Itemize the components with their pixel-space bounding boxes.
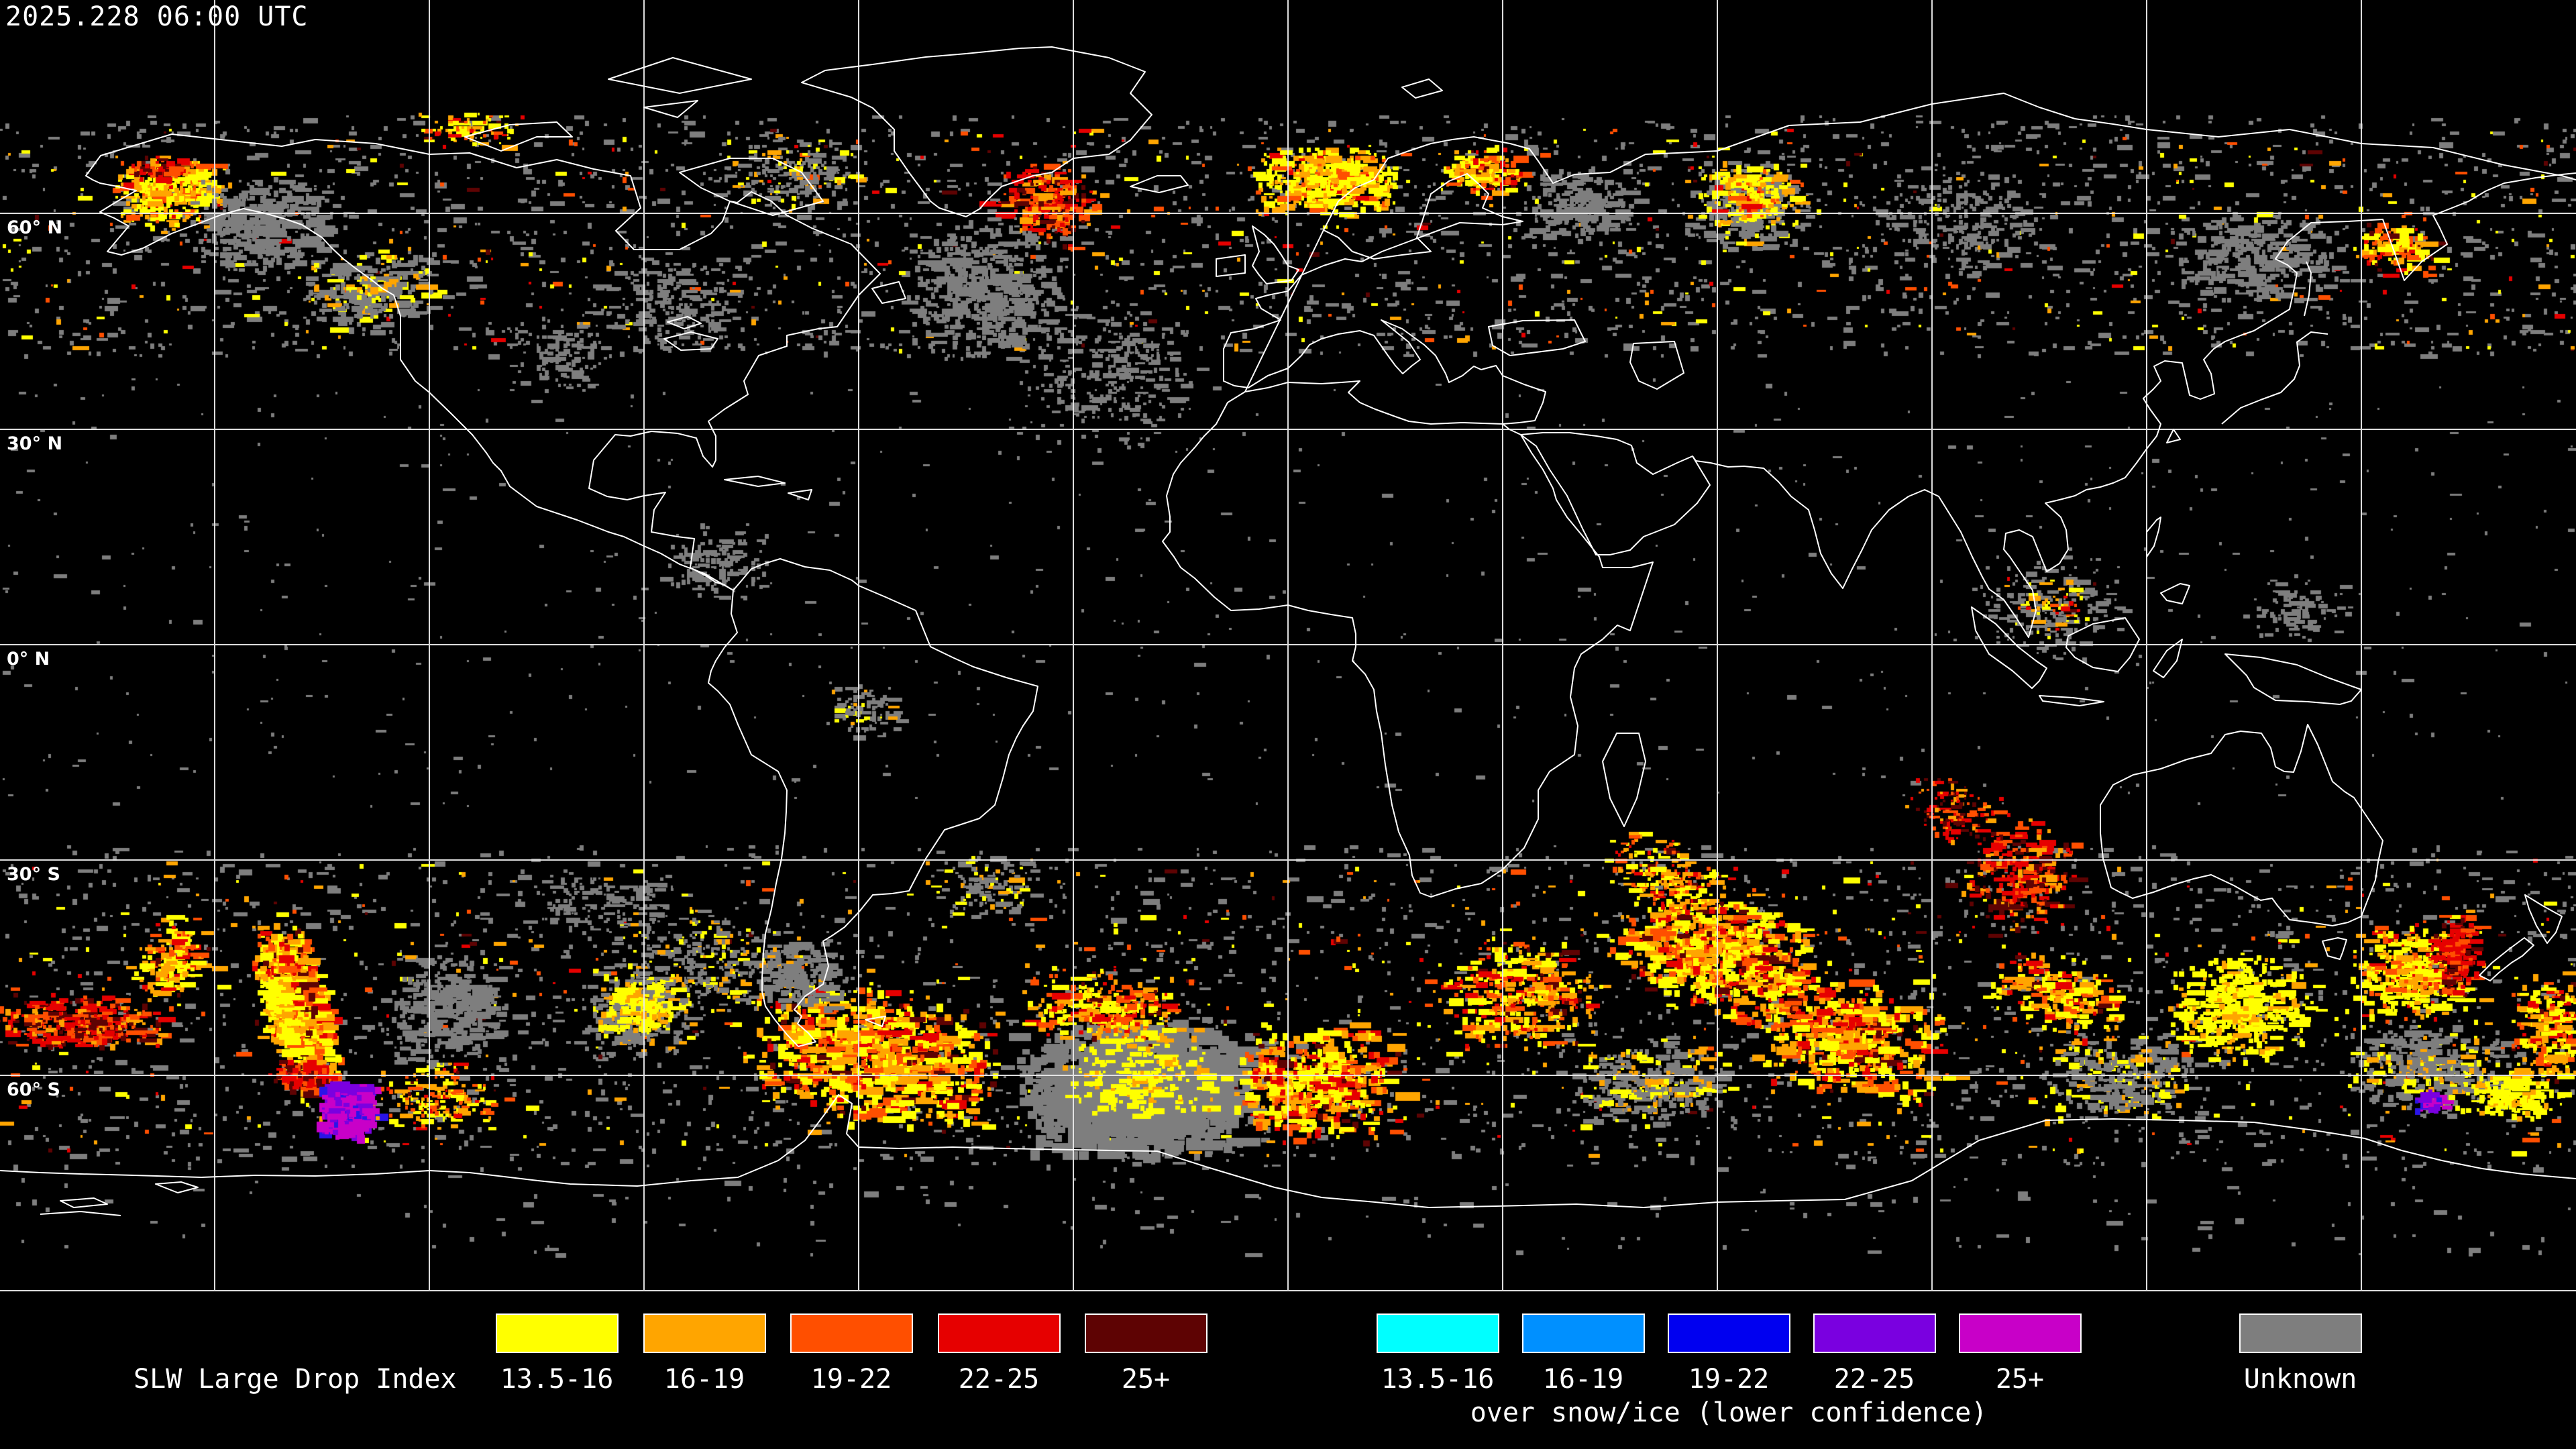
latitude-label-1: 30° N xyxy=(7,433,63,454)
coastline-australia xyxy=(2100,724,2383,960)
coastline-great-lakes xyxy=(663,316,718,351)
coastline-europe-mediterranean xyxy=(1223,173,1546,425)
coastline-arctic-islands xyxy=(464,57,906,304)
latitude-label-0: 60° N xyxy=(7,217,63,238)
legend-snow-ice-caption: over snow/ice (lower confidence) xyxy=(1470,1397,1988,1428)
timestamp: 2025.228 06:00 UTC xyxy=(5,1,309,32)
legend-swatch-primary-1 xyxy=(643,1313,766,1353)
legend-swatch-snowice-0 xyxy=(1377,1313,1499,1353)
coastline-south-america xyxy=(708,558,1038,1047)
legend-swatch-primary-2 xyxy=(790,1313,913,1353)
legend-label-primary-1: 16-19 xyxy=(663,1364,745,1395)
coastline-africa xyxy=(1162,391,1654,898)
coastline-japan-sakhalin xyxy=(2166,261,2328,443)
coastline-north-america xyxy=(85,133,881,591)
coastline-british-isles xyxy=(1216,225,1299,284)
coastlines xyxy=(0,46,2576,1216)
coastline-madagascar xyxy=(1602,733,1646,827)
legend-label-snowice-2: 19-22 xyxy=(1688,1364,1770,1395)
graticule xyxy=(0,0,2576,1291)
coastline-antarctica xyxy=(0,1094,2576,1216)
legend-swatch-snowice-1 xyxy=(1522,1313,1645,1353)
coastline-arabia xyxy=(1520,432,1711,555)
legend-swatch-snowice-4 xyxy=(1959,1313,2082,1353)
legend-bar: SLW Large Drop Index 13.5-16 16-19 19-22 22… xyxy=(0,1291,2576,1449)
legend-label-snowice-4: 25+ xyxy=(1995,1364,2045,1395)
legend-label-snowice-3: 22-25 xyxy=(1833,1364,1915,1395)
legend-swatch-primary-4 xyxy=(1085,1313,1208,1353)
coastline-iceland-svalbard xyxy=(1130,78,1443,193)
coastline-greenland xyxy=(801,46,1152,217)
legend-swatch-snowice-3 xyxy=(1813,1313,1936,1353)
coastline-eurasia-arctic xyxy=(1323,93,2576,231)
coastline-indonesia xyxy=(1971,606,2362,706)
legend-label-snowice-1: 16-19 xyxy=(1542,1364,1624,1395)
legend-label-primary-0: 13.5-16 xyxy=(500,1364,614,1395)
coastline-new-zealand xyxy=(2479,894,2563,981)
coastline-caribbean xyxy=(724,476,812,500)
latitude-label-2: 0° N xyxy=(7,649,50,669)
world-map: 2025.228 06:00 UTC 60° N 30° N 0° N 30° S 60… xyxy=(0,0,2576,1291)
legend-label-unknown: Unknown xyxy=(2243,1364,2357,1395)
map-overlay-svg xyxy=(0,0,2576,1291)
latitude-label-3: 30° S xyxy=(7,864,60,885)
coastline-black-caspian-sea xyxy=(1488,319,1684,390)
legend-title: SLW Large Drop Index xyxy=(133,1364,457,1395)
latitude-label-4: 60° S xyxy=(7,1079,60,1100)
coastline-philippines xyxy=(2146,517,2190,604)
legend-label-primary-2: 19-22 xyxy=(810,1364,892,1395)
legend-label-primary-3: 22-25 xyxy=(958,1364,1040,1395)
legend-swatch-primary-3 xyxy=(938,1313,1061,1353)
legend-swatch-snowice-2 xyxy=(1668,1313,1790,1353)
legend-label-primary-4: 25+ xyxy=(1121,1364,1171,1395)
legend-swatch-primary-0 xyxy=(496,1313,619,1353)
coastline-asia-south-east xyxy=(1692,172,2576,638)
legend-label-snowice-0: 13.5-16 xyxy=(1381,1364,1495,1395)
legend-swatch-unknown xyxy=(2239,1313,2362,1353)
